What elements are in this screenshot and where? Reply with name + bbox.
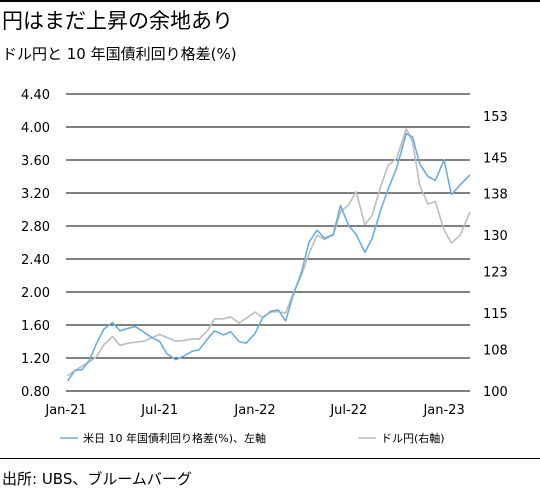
y-left-tick-label: 1.60	[21, 319, 50, 334]
x-tick-label: Jan-21	[44, 403, 86, 418]
x-tick-label: Jan-23	[422, 403, 464, 418]
yield-spread-line	[66, 132, 471, 382]
series-lines	[66, 128, 471, 382]
y-left-tick-label: 0.80	[21, 385, 50, 400]
x-axis-tick-labels: Jan-21 Jul-21 Jan-22 Jul-22 Jan-23	[44, 403, 464, 418]
y-left-tick-label: 3.60	[21, 154, 50, 169]
y-left-tick-label: 2.80	[21, 220, 50, 235]
legend: 米日 10 年国債利回り格差(%)、左軸 ドル円(右軸)	[60, 431, 445, 445]
usdjpy-line	[67, 128, 471, 377]
y-left-tick-label: 2.00	[21, 286, 50, 301]
y-left-tick-label: 2.40	[21, 253, 50, 268]
left-axis-tick-labels: 4.40 4.00 3.60 3.20 2.80 2.40 2.00 1.60 1.20 0.80	[21, 88, 50, 400]
grid-lines	[66, 93, 470, 392]
y-right-tick-label: 115	[483, 307, 508, 322]
y-left-tick-label: 1.20	[21, 352, 50, 367]
top-rule	[0, 0, 540, 2]
y-right-tick-label: 145	[483, 151, 508, 166]
legend-label: ドル円(右軸)	[381, 431, 445, 445]
x-tick-label: Jul-21	[140, 403, 178, 418]
y-left-tick-label: 4.40	[21, 88, 50, 103]
x-tick-label: Jan-22	[233, 403, 275, 418]
y-left-tick-label: 3.20	[21, 187, 50, 202]
y-right-tick-label: 153	[483, 110, 508, 125]
chart-title: 円はまだ上昇の余地あり	[2, 9, 233, 33]
chart-subtitle: ドル円と 10 年国債利回り格差(%)	[2, 45, 237, 63]
legend-label: 米日 10 年国債利回り格差(%)、左軸	[83, 431, 266, 445]
y-right-tick-label: 108	[483, 343, 508, 358]
y-right-tick-label: 123	[483, 266, 508, 281]
bottom-rule	[0, 458, 540, 459]
y-left-tick-label: 4.00	[21, 121, 50, 136]
y-right-tick-label: 130	[483, 229, 508, 244]
source-note: 出所: UBS、ブルームバーグ	[2, 470, 192, 488]
y-right-tick-label: 100	[483, 385, 508, 400]
y-right-tick-label: 138	[483, 188, 508, 203]
x-tick-label: Jul-22	[329, 403, 367, 418]
right-axis-tick-labels: 153 145 138 130 123 115 108 100	[483, 110, 508, 400]
